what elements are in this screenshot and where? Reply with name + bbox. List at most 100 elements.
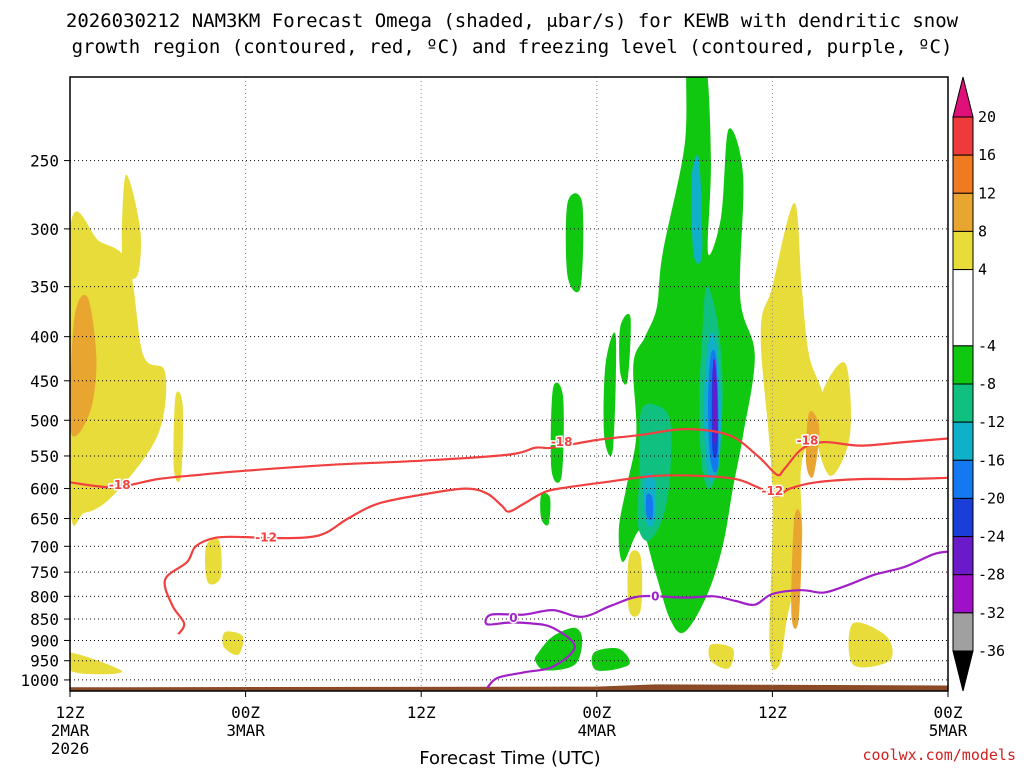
y-tick-label: 350: [30, 278, 59, 297]
contour-line: [70, 428, 948, 489]
contour-line: [484, 550, 948, 689]
x-axis-label: Forecast Time (UTC): [419, 748, 600, 768]
y-tick-label: 650: [30, 510, 59, 529]
colorbar-bin: [952, 574, 974, 614]
colorbar-bin: [952, 459, 974, 499]
omega-region: [121, 174, 142, 280]
colorbar-label: -8: [978, 375, 996, 393]
omega-region: [205, 538, 222, 585]
y-tick-label: 900: [30, 631, 59, 650]
omega-region: [791, 509, 802, 629]
y-tick-label: 550: [30, 447, 59, 466]
x-tick-label: 00Z: [231, 703, 260, 722]
colorbar-bin: [952, 421, 974, 461]
colorbar-label: -36: [978, 642, 1005, 660]
y-tick-label: 250: [30, 152, 59, 171]
colorbar-label: 16: [978, 146, 996, 164]
colorbar-arrow-bottom: [952, 650, 974, 692]
colorbar-bin: [952, 269, 974, 347]
omega-region: [691, 155, 703, 264]
contour-label: -12: [255, 531, 277, 545]
x-tick-label: 12Z: [56, 703, 85, 722]
plot-frame: [69, 76, 949, 692]
contour-label: 0: [651, 589, 659, 603]
colorbar-label: 4: [978, 261, 987, 279]
terrain-layer: [70, 684, 948, 691]
y-tick-label: 400: [30, 328, 59, 347]
x-tick-date: 2MAR: [51, 721, 90, 740]
colorbar-bin: [952, 536, 974, 576]
y-axis: 250 300 350 400 450 500 550 600 650 700 750 800 850 9…: [20, 152, 70, 690]
contour-layer: [70, 428, 948, 689]
omega-region: [645, 493, 654, 520]
contour-line: [163, 474, 948, 635]
colorbar-label: -12: [978, 413, 1005, 431]
omega-region: [70, 211, 167, 526]
omega-region: [708, 643, 734, 669]
omega-region: [591, 647, 630, 671]
x-tick-label: 00Z: [582, 703, 611, 722]
x-tick-date: 3MAR: [226, 721, 265, 740]
x-tick-date: 5MAR: [929, 721, 968, 740]
omega-region: [619, 313, 631, 385]
contour-label: -18: [797, 434, 819, 448]
colorbar-bin: [952, 230, 974, 271]
colorbar-label: 8: [978, 222, 987, 240]
omega-region: [222, 631, 244, 656]
colorbar-label: 20: [978, 108, 996, 126]
omega-region: [565, 193, 584, 293]
y-tick-label: 700: [30, 537, 59, 556]
chart-title-line2: growth region (contoured, red, ºC) and f…: [72, 36, 953, 58]
omega-region: [550, 382, 564, 483]
omega-region: [70, 294, 97, 437]
x-tick-year: 2026: [51, 739, 90, 758]
colorbar-label: -16: [978, 451, 1005, 469]
omega-region: [712, 358, 717, 444]
omega-region: [603, 332, 617, 456]
y-tick-label: 600: [30, 480, 59, 499]
omega-shading-layer: [70, 77, 893, 675]
omega-region: [848, 622, 893, 668]
colorbar-label: -24: [978, 528, 1005, 546]
terrain-fill: [70, 684, 948, 691]
contour-label: -18: [551, 435, 573, 449]
contour-label: 0: [509, 611, 517, 625]
y-tick-label: 850: [30, 610, 59, 629]
omega-region: [816, 362, 851, 476]
y-tick-label: 300: [30, 220, 59, 239]
omega-region: [540, 492, 551, 526]
y-tick-label: 1000: [20, 671, 59, 690]
colorbar-bin: [952, 192, 974, 232]
contour-label-layer: -18 -18 -18 -12 -12 0 0: [107, 432, 819, 626]
y-tick-label: 950: [30, 652, 59, 671]
omega-region: [173, 391, 184, 483]
colorbar-bin: [952, 154, 974, 194]
colorbar-bin: [952, 345, 974, 385]
y-tick-label: 800: [30, 587, 59, 606]
contour-label: -12: [762, 484, 784, 498]
colorbar: 20 16 12 8 4 -4 -8 -12 -16 -20 -24 -28 -32 -36: [952, 76, 1005, 692]
x-tick-date: 4MAR: [578, 721, 617, 740]
colorbar-label: -20: [978, 489, 1005, 507]
x-tick-label: 12Z: [758, 703, 787, 722]
x-tick-label: 12Z: [407, 703, 436, 722]
colorbar-label: -4: [978, 337, 996, 355]
colorbar-label: -32: [978, 604, 1005, 622]
x-tick-label: 00Z: [934, 703, 963, 722]
y-tick-label: 450: [30, 372, 59, 391]
chart-title-line1: 2026030212 NAM3KM Forecast Omega (shaded…: [66, 10, 959, 32]
colorbar-bin: [952, 612, 974, 652]
contour-label: -18: [109, 478, 131, 492]
y-tick-label: 750: [30, 563, 59, 582]
colorbar-label: 12: [978, 184, 996, 202]
colorbar-bin: [952, 116, 974, 156]
omega-region: [627, 550, 643, 617]
omega-region: [760, 203, 824, 670]
credit-text: coolwx.com/models: [862, 746, 1016, 764]
colorbar-bin: [952, 383, 974, 423]
omega-region: [70, 652, 123, 675]
colorbar-bin: [952, 497, 974, 538]
colorbar-label: -28: [978, 566, 1005, 584]
